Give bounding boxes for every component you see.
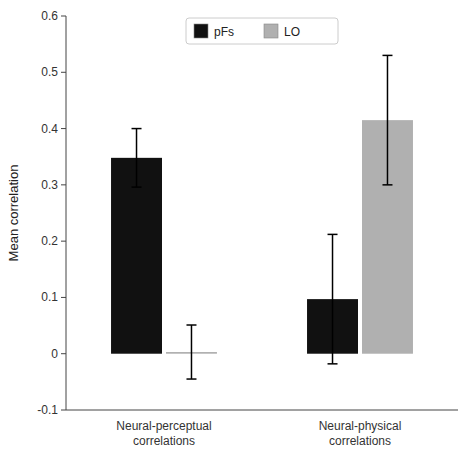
error-bar-cap — [132, 186, 142, 188]
y-axis-line — [66, 16, 67, 410]
error-bar — [132, 129, 142, 188]
error-bar-cap — [132, 128, 142, 130]
y-tick-label: 0.3 — [41, 178, 58, 192]
chart-svg: -0.1 0 0.1 0.2 0.3 0.4 0.5 0.6 Mean correlation N… — [0, 0, 474, 468]
error-bar-cap — [186, 324, 196, 326]
error-bar-stem — [332, 234, 334, 363]
y-tick-label: 0.1 — [41, 290, 58, 304]
x-axis-line — [66, 410, 458, 411]
legend-label: LO — [284, 25, 300, 39]
error-bar-stem — [136, 129, 138, 188]
error-bar-cap — [328, 363, 338, 365]
error-bar-cap — [382, 184, 392, 186]
y-tick — [61, 72, 66, 73]
y-axis: -0.1 0 0.1 0.2 0.3 0.4 0.5 0.6 — [37, 9, 66, 417]
error-bar-cap — [328, 234, 338, 236]
error-bar — [328, 234, 338, 363]
legend-frame — [186, 18, 338, 44]
y-tick-label: 0.6 — [41, 9, 58, 23]
error-bar-stem — [191, 325, 193, 379]
x-tick-label-line: correlations — [133, 434, 195, 448]
legend-swatch — [194, 24, 208, 38]
legend-swatch — [264, 24, 278, 38]
error-bar-cap — [382, 55, 392, 57]
error-bar-cap — [186, 378, 196, 380]
y-tick — [61, 184, 66, 185]
x-tick-label-line: Neural-physical — [319, 419, 402, 433]
error-bar — [186, 325, 196, 379]
chart-container: -0.1 0 0.1 0.2 0.3 0.4 0.5 0.6 Mean correlation N… — [0, 0, 474, 468]
x-tick-label-line: correlations — [329, 434, 391, 448]
y-tick-label: 0.2 — [41, 234, 58, 248]
y-tick — [61, 297, 66, 298]
y-tick-label: 0.4 — [41, 122, 58, 136]
y-tick-label: -0.1 — [37, 403, 58, 417]
y-tick — [61, 353, 66, 354]
y-tick-label: 0 — [51, 347, 58, 361]
y-axis-label: Mean correlation — [6, 165, 21, 262]
y-tick — [61, 128, 66, 129]
legend: pFs LO — [186, 18, 338, 44]
y-tick — [61, 410, 66, 411]
error-bar-stem — [387, 55, 389, 184]
legend-label: pFs — [214, 25, 234, 39]
plot-area — [111, 55, 413, 379]
x-tick-label-line: Neural-perceptual — [116, 419, 211, 433]
x-tick-label: Neural-physicalcorrelations — [319, 419, 402, 448]
y-tick — [61, 16, 66, 17]
y-tick-label: 0.5 — [41, 65, 58, 79]
y-tick — [61, 241, 66, 242]
x-tick-label: Neural-perceptualcorrelations — [116, 419, 211, 448]
bar — [111, 158, 162, 354]
error-bar — [382, 55, 392, 184]
